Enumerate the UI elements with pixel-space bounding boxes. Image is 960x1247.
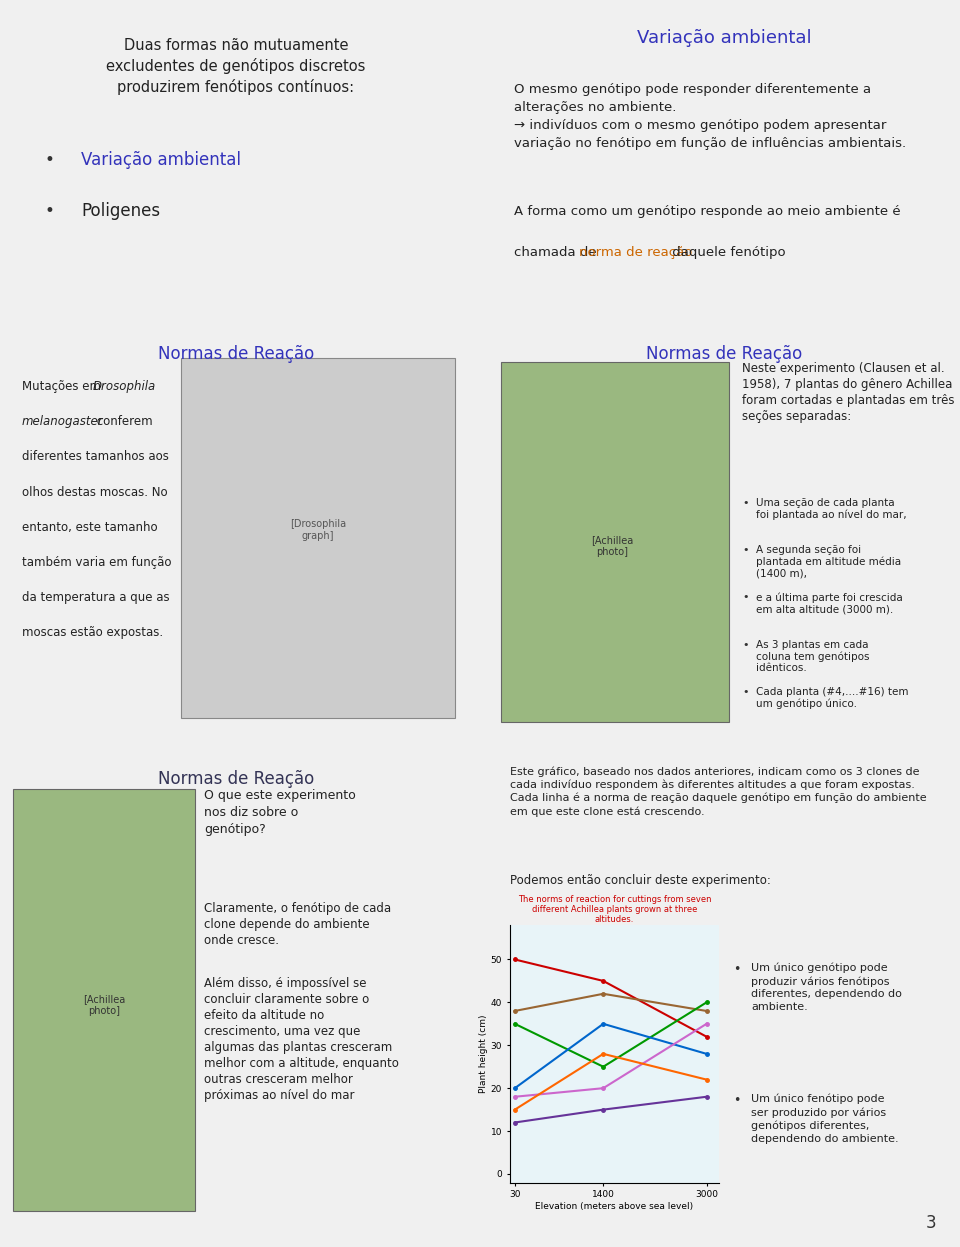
Text: Normas de Reação: Normas de Reação bbox=[646, 345, 803, 363]
Text: Normas de Reação: Normas de Reação bbox=[157, 345, 314, 363]
Text: [Achillea
photo]: [Achillea photo] bbox=[83, 994, 125, 1015]
Text: Uma seção de cada planta
foi plantada ao nível do mar,: Uma seção de cada planta foi plantada ao… bbox=[756, 498, 906, 520]
Text: Normas de Reação: Normas de Reação bbox=[157, 769, 314, 788]
Text: As 3 plantas em cada
coluna tem genótipos
idênticos.: As 3 plantas em cada coluna tem genótipo… bbox=[756, 640, 870, 673]
Text: O que este experimento
nos diz sobre o
genótipo?: O que este experimento nos diz sobre o g… bbox=[204, 789, 356, 837]
Text: Claramente, o fenótipo de cada
clone depende do ambiente
onde cresce.: Claramente, o fenótipo de cada clone dep… bbox=[204, 902, 392, 946]
Text: da temperatura a que as: da temperatura a que as bbox=[22, 591, 169, 605]
Text: Cada planta (#4,....#16) tem
um genótipo único.: Cada planta (#4,....#16) tem um genótipo… bbox=[756, 687, 908, 710]
Text: norma de reação: norma de reação bbox=[580, 247, 693, 259]
Text: Neste experimento (Clausen et al.
1958), 7 plantas do gênero Achillea
foram cort: Neste experimento (Clausen et al. 1958),… bbox=[742, 362, 955, 423]
Text: •: • bbox=[742, 687, 749, 697]
Text: A forma como um genótipo responde ao meio ambiente é: A forma como um genótipo responde ao mei… bbox=[515, 205, 900, 218]
Text: e a última parte foi crescida
em alta altitude (3000 m).: e a última parte foi crescida em alta al… bbox=[756, 592, 902, 615]
Text: Variação ambiental: Variação ambiental bbox=[81, 151, 241, 170]
Text: •: • bbox=[44, 151, 55, 170]
Text: Um único genótipo pode
produzir vários fenótipos
diferentes, dependendo do
ambie: Um único genótipo pode produzir vários f… bbox=[752, 963, 902, 1013]
Text: A segunda seção foi
plantada em altitude média
(1400 m),: A segunda seção foi plantada em altitude… bbox=[756, 545, 901, 579]
Title: The norms of reaction for cuttings from seven
different Achillea plants grown at: The norms of reaction for cuttings from … bbox=[517, 894, 711, 924]
Text: entanto, este tamanho: entanto, este tamanho bbox=[22, 521, 157, 534]
Text: diferentes tamanhos aos: diferentes tamanhos aos bbox=[22, 450, 169, 464]
Text: Drosophila: Drosophila bbox=[93, 380, 156, 393]
Text: O mesmo genótipo pode responder diferentemente a
alterações no ambiente.
→ indiv: O mesmo genótipo pode responder diferent… bbox=[515, 82, 906, 150]
Text: •: • bbox=[733, 1094, 740, 1106]
Text: olhos destas moscas. No: olhos destas moscas. No bbox=[22, 485, 167, 499]
Text: daquele fenótipo: daquele fenótipo bbox=[668, 247, 786, 259]
Text: Além disso, é impossível se
concluir claramente sobre o
efeito da altitude no
cr: Além disso, é impossível se concluir cla… bbox=[204, 976, 399, 1101]
Text: Duas formas não mutuamente
excludentes de genótipos discretos
produzirem fenótip: Duas formas não mutuamente excludentes d… bbox=[107, 37, 366, 95]
FancyBboxPatch shape bbox=[12, 789, 195, 1211]
Text: Variação ambiental: Variação ambiental bbox=[636, 29, 811, 47]
Text: •: • bbox=[44, 202, 55, 219]
Text: Um único fenótipo pode
ser produzido por vários
genótipos diferentes,
dependendo: Um único fenótipo pode ser produzido por… bbox=[752, 1094, 899, 1143]
Text: Este gráfico, baseado nos dados anteriores, indicam como os 3 clones de
cada ind: Este gráfico, baseado nos dados anterior… bbox=[510, 766, 926, 817]
Text: moscas estão expostas.: moscas estão expostas. bbox=[22, 626, 163, 640]
Text: Mutações em: Mutações em bbox=[22, 380, 105, 393]
Text: •: • bbox=[742, 545, 749, 555]
Text: chamada de: chamada de bbox=[515, 247, 601, 259]
Text: [Achillea
photo]: [Achillea photo] bbox=[591, 535, 634, 557]
X-axis label: Elevation (meters above sea level): Elevation (meters above sea level) bbox=[536, 1202, 694, 1211]
Text: Podemos então concluir deste experimento:: Podemos então concluir deste experimento… bbox=[510, 874, 771, 887]
Text: •: • bbox=[742, 592, 749, 602]
Text: •: • bbox=[742, 640, 749, 650]
Text: Poligenes: Poligenes bbox=[81, 202, 160, 219]
Text: •: • bbox=[742, 498, 749, 508]
Text: [Drosophila
graph]: [Drosophila graph] bbox=[290, 519, 347, 541]
Text: conferem: conferem bbox=[93, 415, 153, 428]
Text: também varia em função: também varia em função bbox=[22, 556, 171, 569]
FancyBboxPatch shape bbox=[181, 358, 455, 718]
Y-axis label: Plant height (cm): Plant height (cm) bbox=[479, 1015, 488, 1094]
FancyBboxPatch shape bbox=[500, 362, 729, 722]
Text: •: • bbox=[733, 963, 740, 975]
Text: 3: 3 bbox=[925, 1215, 936, 1232]
Text: melanogaster: melanogaster bbox=[22, 415, 104, 428]
